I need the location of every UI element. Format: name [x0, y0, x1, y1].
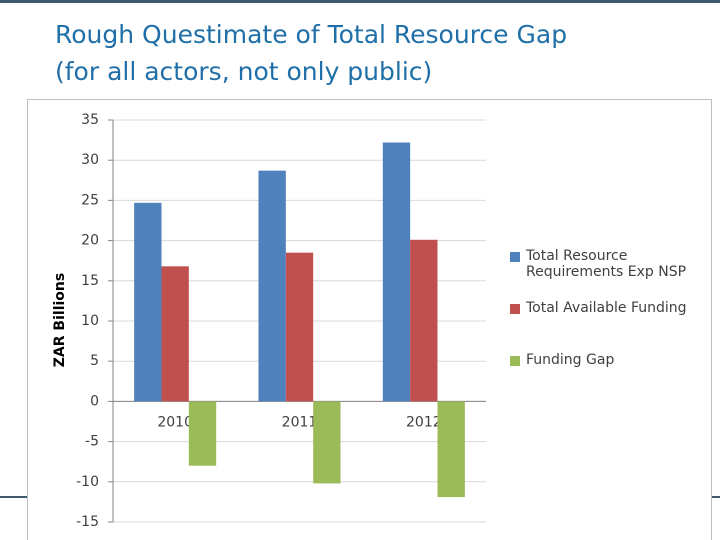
y-tick-label: 10: [81, 313, 99, 329]
bar: [313, 401, 341, 484]
top-rule: [0, 0, 720, 3]
y-tick-label: 30: [81, 152, 99, 168]
y-tick-label: 20: [81, 233, 99, 249]
y-tick-label: 0: [90, 393, 99, 409]
x-tick-label: 2011: [282, 414, 318, 430]
bar: [437, 401, 465, 498]
y-tick-label: 15: [81, 273, 99, 289]
y-tick-label: 35: [81, 112, 99, 128]
legend-item: Total Available Funding: [510, 300, 700, 352]
legend-label: Total Available Funding: [526, 300, 687, 316]
legend-item: Total Resource Requirements Exp NSP: [510, 248, 700, 300]
bar: [161, 266, 189, 402]
title: Rough Questimate of Total Resource Gap: [55, 20, 568, 49]
legend-swatch: [510, 304, 520, 314]
y-tick-label: -10: [76, 474, 99, 490]
y-axis-label: ZAR Billions: [52, 273, 68, 367]
legend-label: Funding Gap: [526, 352, 615, 368]
y-tick-label: -15: [76, 514, 99, 530]
legend-swatch: [510, 356, 520, 366]
bar: [382, 142, 411, 402]
chart: ZAR Billions -15 -10 -5 0 5 10 15 20 25 30 35 2010 2…: [27, 99, 712, 540]
bar: [134, 202, 162, 402]
legend-item: Funding Gap: [510, 352, 700, 404]
y-tick-label: -5: [85, 434, 99, 450]
bar: [285, 252, 314, 402]
y-tick-label: 5: [90, 353, 99, 369]
bar: [258, 170, 286, 402]
bar: [410, 239, 438, 402]
x-tick-label: 2010: [157, 414, 193, 430]
y-tick-label: 25: [81, 192, 99, 208]
legend: Total Resource Requirements Exp NSP Total…: [510, 248, 700, 404]
legend-label: Total Resource Requirements Exp NSP: [526, 248, 687, 280]
subtitle: (for all actors, not only public): [55, 57, 433, 86]
x-tick-label: 2012: [406, 414, 442, 430]
bar: [188, 401, 217, 466]
legend-swatch: [510, 252, 520, 262]
